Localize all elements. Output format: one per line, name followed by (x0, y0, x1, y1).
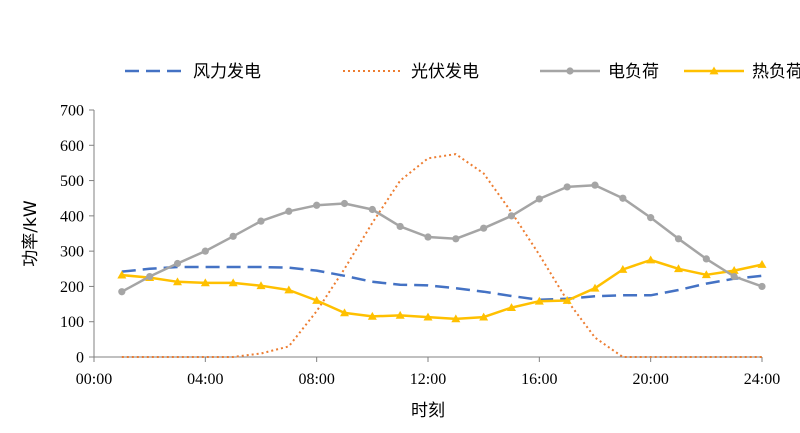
x-tick-label: 00:00 (76, 371, 112, 388)
data-point (451, 314, 461, 323)
data-point (535, 195, 543, 203)
data-point (173, 259, 182, 268)
series-line (121, 265, 763, 302)
data-point (284, 285, 294, 294)
x-axis-ticks: 00:00 04:00 08:00 12:00 16:00 20:00 24:00 (76, 357, 780, 388)
data-point (758, 282, 766, 291)
data-point (312, 296, 322, 304)
data-point (173, 277, 182, 286)
x-tick-label: 16:00 (521, 371, 557, 388)
y-axis-title: 功率/kW (21, 200, 41, 267)
data-point (590, 283, 600, 292)
data-point (285, 207, 293, 215)
legend-label: 风力发电 (193, 62, 261, 82)
legend-item: 风力发电 (125, 62, 261, 82)
y-tick-label: 300 (60, 244, 84, 261)
y-axis-ticks: 0 100 200 300 400 500 600 700 (60, 103, 94, 367)
data-point (228, 278, 238, 287)
x-axis-title: 时刻 (411, 401, 445, 421)
data-point (395, 310, 405, 319)
data-point (452, 235, 460, 243)
data-point (367, 311, 377, 320)
data-point (423, 312, 433, 321)
x-tick-label: 04:00 (187, 371, 223, 388)
data-point (507, 212, 516, 220)
data-point (701, 270, 711, 279)
data-point (256, 281, 266, 290)
series-line (121, 258, 763, 321)
plot-area (117, 153, 767, 358)
data-point (702, 255, 710, 263)
data-point (619, 194, 627, 202)
data-point (257, 217, 265, 225)
data-point (563, 183, 571, 191)
data-point (674, 235, 683, 243)
data-point (479, 312, 489, 321)
data-point (424, 233, 432, 241)
legend-label: 光伏发电 (411, 62, 479, 82)
data-point (534, 296, 544, 305)
data-point (396, 222, 404, 231)
data-point (146, 272, 154, 281)
series-1 (121, 153, 762, 358)
data-point (117, 270, 127, 279)
legend-label: 热负荷 (752, 62, 800, 82)
data-point (201, 247, 209, 255)
data-point (340, 308, 349, 317)
data-point (729, 266, 739, 274)
x-tick-label: 20:00 (632, 371, 668, 388)
y-tick-label: 100 (60, 314, 84, 331)
data-point (562, 296, 572, 304)
data-point (200, 278, 210, 287)
x-tick-label: 08:00 (298, 371, 334, 388)
legend-item: 光伏发电 (343, 62, 479, 82)
data-point (647, 214, 655, 222)
data-point (507, 303, 516, 311)
legend-item: 热负荷 (684, 62, 800, 82)
y-tick-label: 500 (60, 173, 84, 190)
data-point (757, 260, 767, 268)
data-point (591, 181, 599, 189)
x-tick-label: 12:00 (410, 371, 446, 388)
x-tick-label: 24:00 (744, 371, 780, 388)
legend-label: 电负荷 (608, 62, 659, 82)
data-point (229, 232, 237, 240)
series-2 (118, 181, 766, 296)
series-line (121, 183, 763, 293)
data-point (313, 201, 321, 209)
legend-marker (709, 66, 719, 75)
series-0 (121, 265, 763, 302)
y-tick-label: 700 (60, 103, 84, 120)
y-tick-label: 400 (60, 208, 84, 225)
axes: 0 100 200 300 400 500 600 700 00:00 04:00 08:00 12… (21, 103, 780, 422)
series-line (121, 153, 762, 358)
series-3 (117, 255, 767, 323)
y-tick-label: 600 (60, 138, 84, 155)
y-tick-label: 0 (76, 350, 84, 367)
data-point (480, 224, 488, 232)
data-point (368, 205, 376, 214)
data-point (674, 264, 683, 273)
data-point (730, 272, 738, 281)
legend-item: 电负荷 (540, 62, 659, 82)
data-point (646, 255, 656, 264)
data-point (118, 288, 126, 296)
legend-marker (566, 67, 574, 75)
y-tick-label: 200 (60, 279, 84, 296)
data-point (618, 264, 628, 273)
legend: 风力发电 光伏发电 电负荷 热负荷 (125, 62, 800, 82)
data-point (340, 199, 349, 208)
